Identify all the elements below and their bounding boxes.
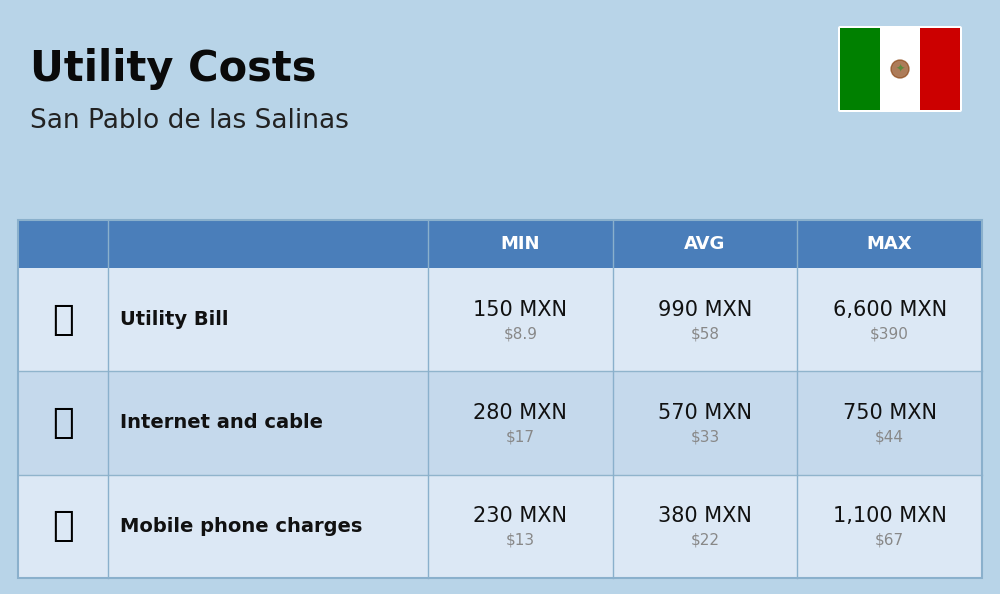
Text: $17: $17 bbox=[506, 429, 535, 444]
Text: $67: $67 bbox=[875, 533, 904, 548]
Text: 📶: 📶 bbox=[52, 406, 74, 440]
Text: $44: $44 bbox=[875, 429, 904, 444]
Bar bbox=[18, 475, 108, 578]
Text: San Pablo de las Salinas: San Pablo de las Salinas bbox=[30, 108, 349, 134]
Circle shape bbox=[891, 60, 909, 78]
Text: 🔧: 🔧 bbox=[52, 303, 74, 337]
Text: 6,600 MXN: 6,600 MXN bbox=[833, 299, 947, 320]
Text: $390: $390 bbox=[870, 326, 909, 341]
Text: 150 MXN: 150 MXN bbox=[473, 299, 567, 320]
Bar bbox=[880, 28, 920, 110]
Text: MIN: MIN bbox=[501, 235, 540, 253]
Text: 990 MXN: 990 MXN bbox=[658, 299, 752, 320]
Bar bbox=[18, 220, 982, 578]
Text: Mobile phone charges: Mobile phone charges bbox=[120, 517, 362, 536]
Text: $33: $33 bbox=[690, 429, 720, 444]
Text: Utility Costs: Utility Costs bbox=[30, 48, 316, 90]
Text: 570 MXN: 570 MXN bbox=[658, 403, 752, 423]
Bar bbox=[840, 28, 880, 110]
Text: Internet and cable: Internet and cable bbox=[120, 413, 323, 432]
Bar bbox=[18, 475, 982, 578]
Text: AVG: AVG bbox=[684, 235, 726, 253]
Bar bbox=[920, 28, 960, 110]
Text: $13: $13 bbox=[506, 533, 535, 548]
Text: $58: $58 bbox=[690, 326, 720, 341]
Text: 230 MXN: 230 MXN bbox=[473, 506, 567, 526]
Text: $22: $22 bbox=[690, 533, 720, 548]
Bar bbox=[18, 371, 982, 475]
Bar bbox=[18, 371, 108, 475]
Text: 380 MXN: 380 MXN bbox=[658, 506, 752, 526]
Text: 1,100 MXN: 1,100 MXN bbox=[833, 506, 947, 526]
Text: MAX: MAX bbox=[867, 235, 912, 253]
Text: 750 MXN: 750 MXN bbox=[843, 403, 937, 423]
Text: 📱: 📱 bbox=[52, 509, 74, 544]
Bar bbox=[18, 268, 982, 371]
Bar bbox=[18, 220, 982, 268]
Text: ✦: ✦ bbox=[895, 64, 905, 74]
Text: $8.9: $8.9 bbox=[503, 326, 537, 341]
Bar bbox=[18, 268, 108, 371]
Text: Utility Bill: Utility Bill bbox=[120, 310, 228, 329]
FancyBboxPatch shape bbox=[838, 26, 962, 112]
Text: 280 MXN: 280 MXN bbox=[473, 403, 567, 423]
